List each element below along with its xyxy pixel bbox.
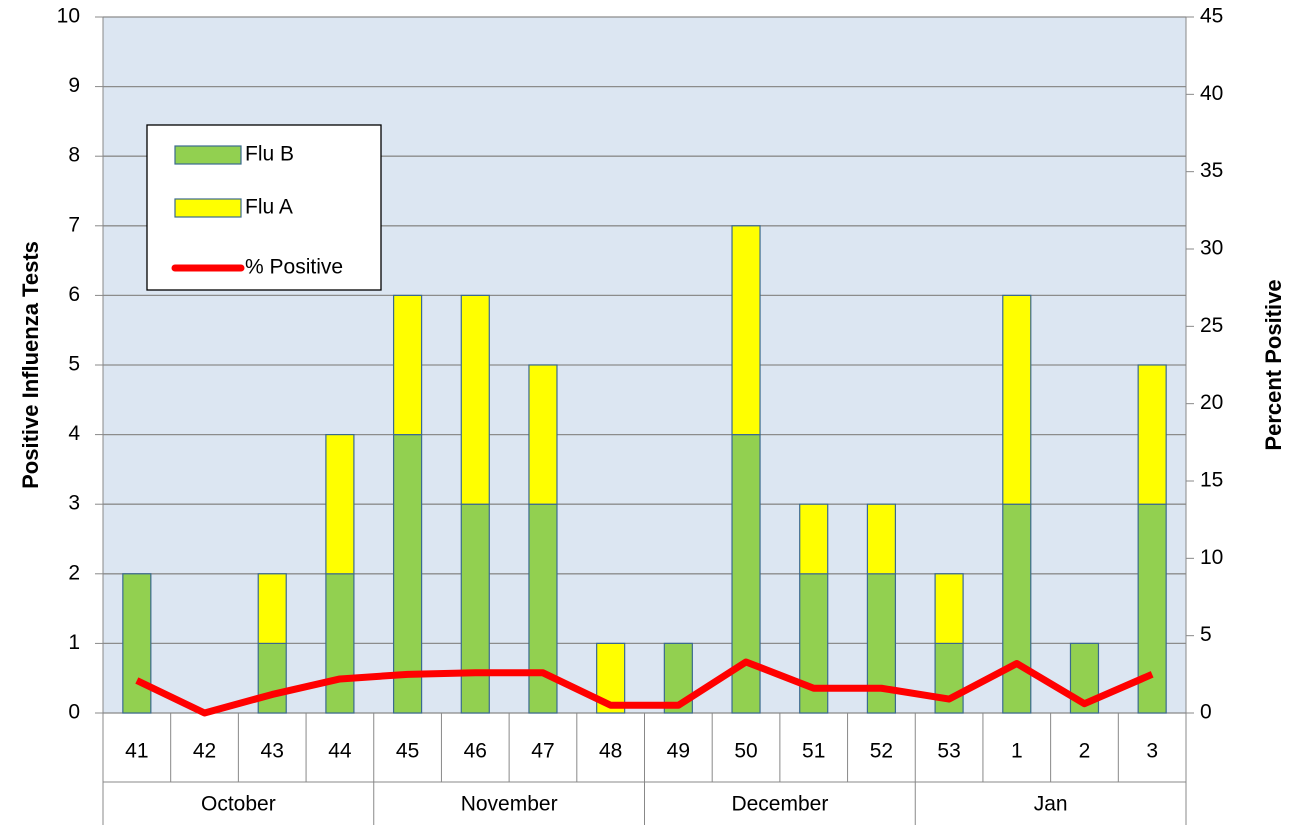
y2-tick-label: 10: [1200, 546, 1223, 569]
y-tick-label: 5: [68, 353, 80, 376]
bar: [866, 503, 897, 575]
x-group-label: Jan: [1034, 793, 1068, 816]
x-tick-label: 41: [125, 740, 148, 763]
x-tick-label: 53: [937, 740, 960, 763]
legend-swatch: [174, 145, 242, 165]
x-tick-label: 46: [464, 740, 487, 763]
bar: [392, 434, 423, 714]
bar: [1002, 294, 1032, 505]
x-tick-label: 42: [193, 740, 216, 763]
y2-tick-label: 15: [1200, 469, 1223, 492]
bar: [799, 503, 829, 575]
y2-tick-label: 20: [1200, 391, 1223, 414]
y2-tick-label: 30: [1200, 237, 1223, 260]
y-axis-title: Positive Influenza Tests: [18, 241, 43, 489]
x-tick-label: 43: [261, 740, 284, 763]
x-tick-label: 45: [396, 740, 419, 763]
x-tick-label: 48: [599, 740, 622, 763]
x-tick-label: 3: [1146, 740, 1158, 763]
bar: [325, 434, 355, 575]
bar: [1137, 364, 1167, 505]
bar: [257, 642, 287, 714]
bar: [392, 294, 423, 436]
y-tick-label: 1: [68, 631, 80, 654]
y2-tick-label: 25: [1200, 314, 1223, 337]
x-tick-label: 49: [667, 740, 690, 763]
y2-tick-label: 0: [1200, 701, 1212, 724]
x-tick-label: 47: [531, 740, 554, 763]
y2-tick-label: 35: [1200, 159, 1223, 182]
legend-label: Flu A: [245, 196, 293, 219]
y-tick-label: 3: [68, 492, 80, 515]
y-tick-label: 10: [57, 5, 80, 28]
x-tick-label: 50: [734, 740, 757, 763]
x-tick-label: 2: [1079, 740, 1091, 763]
x-tick-label: 44: [328, 740, 352, 763]
y-tick-label: 8: [68, 144, 80, 167]
bar: [528, 364, 558, 505]
bar: [122, 573, 152, 714]
y2-tick-label: 40: [1200, 82, 1223, 105]
x-group-label: November: [461, 793, 558, 816]
bar: [934, 573, 964, 644]
bar: [257, 573, 287, 644]
bar: [1002, 503, 1032, 714]
x-tick-label: 51: [802, 740, 825, 763]
bar: [460, 503, 490, 714]
y2-tick-label: 45: [1200, 5, 1223, 28]
x-group-label: December: [731, 793, 828, 816]
y-tick-label: 7: [68, 213, 80, 236]
y2-axis-title: Percent Positive: [1261, 279, 1286, 450]
y-tick-label: 6: [68, 283, 80, 306]
bar: [460, 294, 490, 505]
legend-label: Flu B: [245, 143, 294, 166]
bar: [528, 503, 558, 714]
x-tick-label: 1: [1011, 740, 1023, 763]
y-tick-label: 0: [68, 701, 80, 724]
x-tick-label: 52: [870, 740, 893, 763]
bar: [799, 573, 829, 714]
bar: [325, 573, 355, 714]
y-tick-label: 2: [68, 561, 80, 584]
legend-label: % Positive: [245, 256, 343, 279]
y-tick-label: 4: [68, 422, 80, 445]
x-group-label: October: [201, 793, 276, 816]
bar: [731, 225, 761, 436]
y2-tick-label: 5: [1200, 623, 1212, 646]
y-tick-label: 9: [68, 74, 80, 97]
line-series: [135, 658, 1154, 717]
legend-swatch: [174, 198, 242, 218]
